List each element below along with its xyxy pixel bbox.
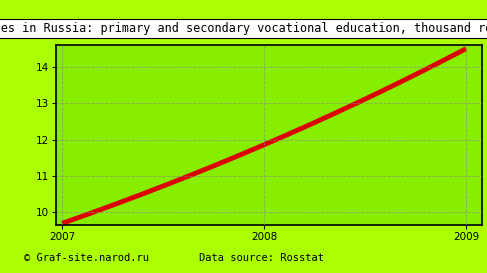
Text: Salaries in Russia: primary and secondary vocational education, thousand roubles: Salaries in Russia: primary and secondar… [0, 22, 487, 35]
Text: © Graf-site.narod.ru        Data source: Rosstat: © Graf-site.narod.ru Data source: Rossta… [24, 253, 324, 263]
